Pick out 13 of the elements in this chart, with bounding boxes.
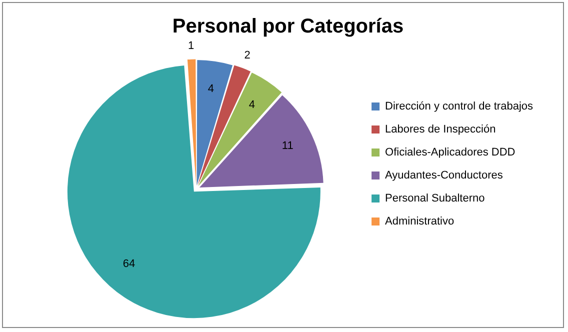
- legend-label: Administrativo: [385, 216, 454, 228]
- legend-label: Personal Subalterno: [385, 192, 485, 205]
- data-label: 4: [208, 83, 214, 96]
- data-label: 2: [244, 49, 250, 62]
- data-label: 1: [188, 40, 194, 52]
- chart-title: Personal por Categorías: [172, 16, 404, 38]
- legend-label: Labores de Inspección: [385, 124, 496, 136]
- legend-label: Dirección y control de trabajos: [385, 100, 534, 113]
- legend-label: Oficiales-Aplicadores DDD: [385, 146, 516, 159]
- data-label: 4: [248, 98, 255, 111]
- data-label: 11: [282, 140, 294, 152]
- data-label: 64: [122, 258, 136, 270]
- legend-label: Ayudantes-Conductores: [385, 170, 504, 182]
